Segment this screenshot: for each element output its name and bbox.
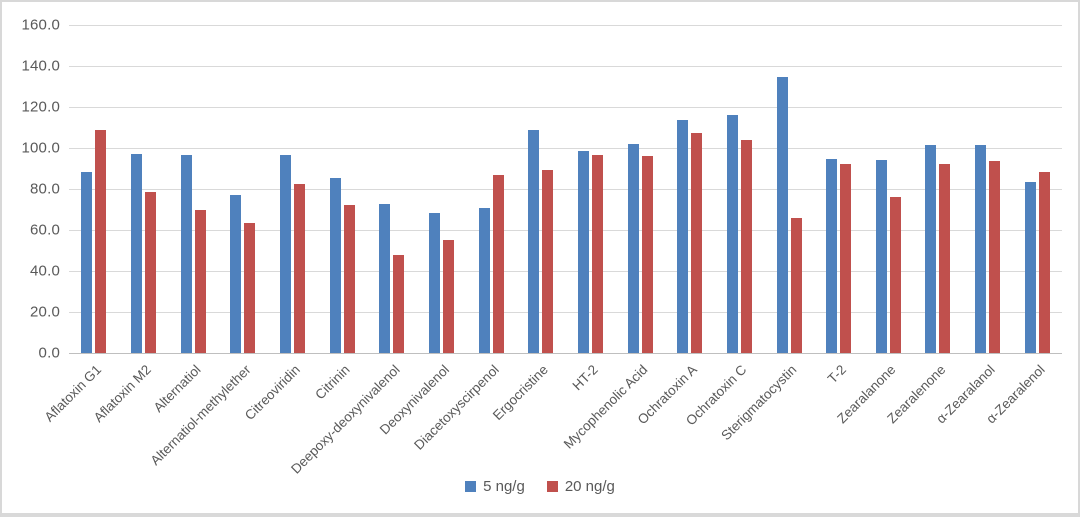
legend-item: 5 ng/g xyxy=(465,478,525,495)
gridline xyxy=(69,230,1062,231)
y-axis-tick-label: 140.0 xyxy=(21,57,60,75)
bar-5-ng-g-12 xyxy=(677,120,689,353)
plot-area xyxy=(69,25,1062,354)
bar-20-ng-g-19 xyxy=(1038,171,1050,353)
bar-group xyxy=(665,25,715,353)
bar-5-ng-g-3 xyxy=(230,195,242,353)
bar-5-ng-g-1 xyxy=(130,154,142,353)
bar-group xyxy=(69,25,119,353)
legend-label: 20 ng/g xyxy=(564,477,615,495)
legend-swatch-icon xyxy=(546,480,558,492)
bar-group xyxy=(516,25,566,353)
bar-20-ng-g-15 xyxy=(840,164,852,353)
x-axis-category-label: Alternatiol-methylether xyxy=(147,362,254,469)
bar-20-ng-g-16 xyxy=(889,197,901,353)
bar-5-ng-g-17 xyxy=(925,144,937,353)
bar-20-ng-g-10 xyxy=(591,155,603,353)
gridline xyxy=(69,25,1062,26)
y-axis-tick-label: 0.0 xyxy=(38,344,60,362)
gridline xyxy=(69,148,1062,149)
x-axis-category-label: Citrinin xyxy=(312,362,353,403)
x-axis-category-label: Mycophenolic Acid xyxy=(560,362,651,452)
bar-group xyxy=(864,25,914,353)
legend-label: 5 ng/g xyxy=(483,477,525,495)
y-axis-labels: 0.0 20.0 40.0 60.0 80.0 100.0 120.0 140.0 160.0 xyxy=(2,17,60,362)
bar-group xyxy=(913,25,963,353)
bar-20-ng-g-11 xyxy=(641,156,653,353)
x-axis-category-label: HT-2 xyxy=(569,362,601,394)
bar-group xyxy=(566,25,616,353)
bar-5-ng-g-10 xyxy=(577,151,589,353)
bar-20-ng-g-0 xyxy=(95,129,107,353)
bar-20-ng-g-14 xyxy=(790,217,802,353)
bar-20-ng-g-3 xyxy=(244,222,256,353)
bar-5-ng-g-4 xyxy=(279,155,291,353)
bar-20-ng-g-17 xyxy=(939,164,951,353)
y-axis-tick-label: 160.0 xyxy=(21,16,60,34)
gridline xyxy=(69,271,1062,272)
bar-20-ng-g-5 xyxy=(343,205,355,353)
bar-5-ng-g-11 xyxy=(627,143,639,353)
bar-group xyxy=(764,25,814,353)
bar-5-ng-g-6 xyxy=(379,204,391,353)
bar-5-ng-g-8 xyxy=(478,208,490,353)
legend: 5 ng/g 20 ng/g xyxy=(2,473,1078,499)
bar-20-ng-g-2 xyxy=(194,209,206,353)
bar-20-ng-g-1 xyxy=(144,192,156,353)
bar-5-ng-g-0 xyxy=(81,171,93,353)
bar-5-ng-g-9 xyxy=(528,129,540,353)
gridline xyxy=(69,66,1062,67)
bar-5-ng-g-16 xyxy=(875,160,887,353)
bar-group xyxy=(417,25,467,353)
bar-5-ng-g-2 xyxy=(180,155,192,353)
bar-5-ng-g-14 xyxy=(776,77,788,353)
bar-20-ng-g-8 xyxy=(492,174,504,353)
bar-20-ng-g-4 xyxy=(293,183,305,353)
y-axis-tick-label: 80.0 xyxy=(30,180,60,198)
bar-group xyxy=(119,25,169,353)
bar-group xyxy=(1012,25,1062,353)
gridline xyxy=(69,189,1062,190)
bar-5-ng-g-18 xyxy=(975,144,987,353)
y-axis-tick-label: 20.0 xyxy=(30,303,60,321)
bar-group xyxy=(268,25,318,353)
bar-5-ng-g-7 xyxy=(428,212,440,353)
bar-group xyxy=(168,25,218,353)
gridline xyxy=(69,312,1062,313)
bar-20-ng-g-18 xyxy=(989,161,1001,353)
bar-group xyxy=(615,25,665,353)
legend-item: 20 ng/g xyxy=(546,477,615,495)
bar-group xyxy=(814,25,864,353)
x-axis-category-label: Diacetoxyscirpenol xyxy=(410,362,502,453)
legend-swatch-icon xyxy=(465,480,477,492)
bar-group xyxy=(963,25,1013,353)
gridline xyxy=(69,107,1062,108)
y-axis-tick-label: 60.0 xyxy=(30,221,60,239)
x-axis-labels: Aflatoxin G1 Aflatoxin M2 Alternatiol Alter… xyxy=(42,353,1062,477)
bar-5-ng-g-19 xyxy=(1024,181,1036,353)
y-axis-tick-label: 100.0 xyxy=(21,139,60,157)
bar-20-ng-g-9 xyxy=(542,169,554,353)
bar-5-ng-g-5 xyxy=(329,177,341,353)
bars xyxy=(69,25,1062,353)
bar-group xyxy=(715,25,765,353)
bar-group xyxy=(367,25,417,353)
bar-group xyxy=(218,25,268,353)
bar-5-ng-g-13 xyxy=(726,115,738,353)
y-axis-tick-label: 120.0 xyxy=(21,98,60,116)
bar-20-ng-g-13 xyxy=(740,139,752,353)
x-axis-category-label: T-2 xyxy=(824,362,850,387)
bar-20-ng-g-6 xyxy=(393,254,405,353)
bar-group xyxy=(317,25,367,353)
x-axis-category-label: Alternatiol xyxy=(150,362,204,416)
bar-5-ng-g-15 xyxy=(826,159,838,353)
bar-group xyxy=(466,25,516,353)
y-axis-tick-label: 40.0 xyxy=(30,262,60,280)
bar-20-ng-g-7 xyxy=(442,240,454,353)
bar-20-ng-g-12 xyxy=(691,132,703,353)
x-axis-line xyxy=(69,353,1062,354)
